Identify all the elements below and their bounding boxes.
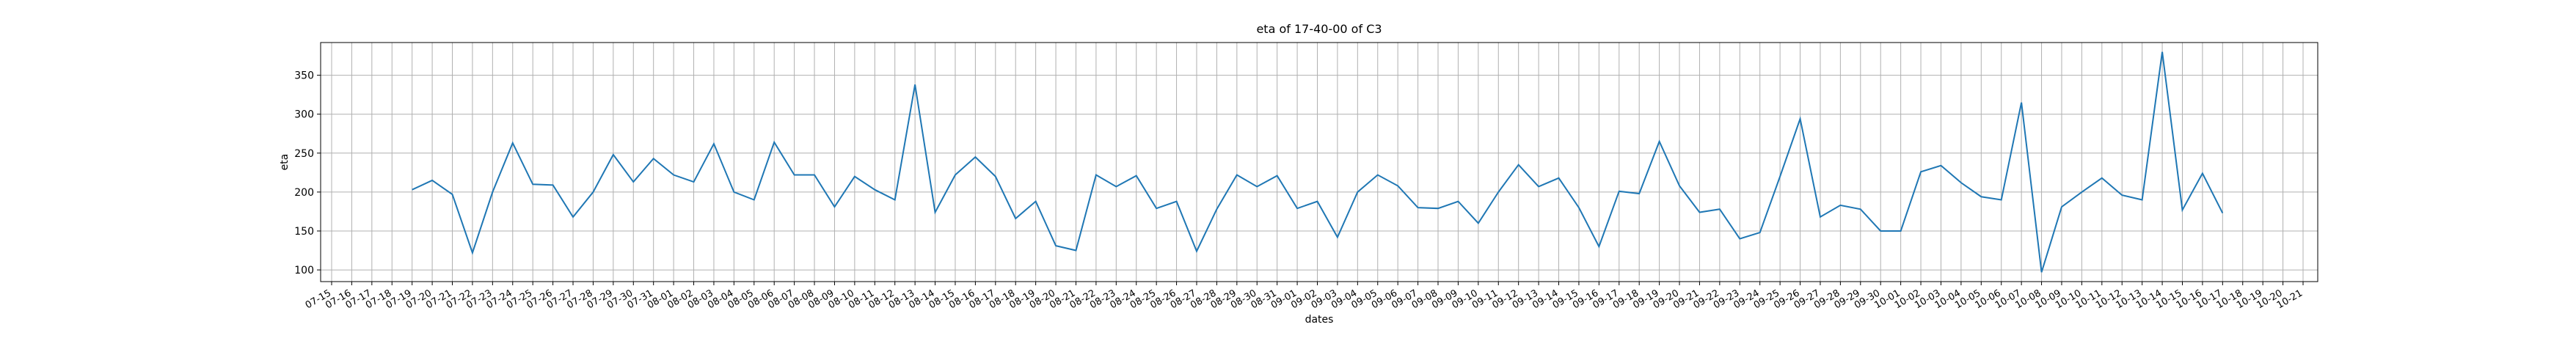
y-tick-label: 350 (294, 70, 314, 82)
y-tick-label: 250 (294, 148, 314, 160)
chart-title: eta of 17-40-00 of C3 (1256, 22, 1382, 36)
plot-frame (320, 42, 2318, 282)
y-axis-label: eta (279, 154, 291, 171)
y-tick-label: 150 (294, 226, 314, 238)
y-tick-label: 100 (294, 265, 314, 276)
x-axis-label: dates (1305, 314, 1334, 326)
y-tick-label: 300 (294, 109, 314, 121)
y-tick-label: 200 (294, 187, 314, 199)
data-line (412, 51, 2224, 273)
